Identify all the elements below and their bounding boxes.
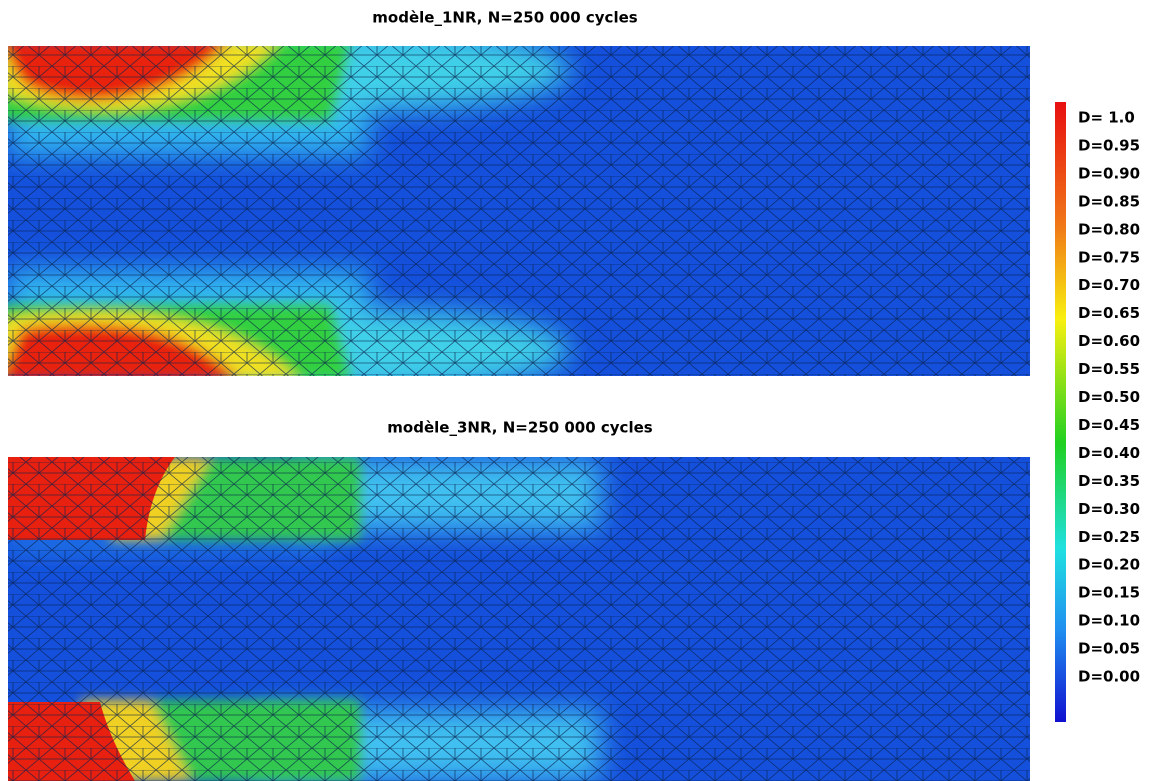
legend-label: D=0.55	[1078, 360, 1140, 378]
legend-label: D=0.00	[1078, 668, 1140, 686]
legend-label: D=0.15	[1078, 584, 1140, 602]
legend-label: D=0.90	[1078, 164, 1140, 182]
panel-title: modèle_1NR, N=250 000 cycles	[372, 9, 637, 27]
legend-label: D=0.70	[1078, 276, 1140, 294]
legend: D= 1.0 D=0.95 D=0.90 D=0.85 D=0.80 D=0.75 D=0.…	[1078, 109, 1140, 686]
legend-label: D=0.25	[1078, 528, 1140, 546]
legend-label: D=0.80	[1078, 220, 1140, 238]
legend-label: D=0.75	[1078, 248, 1140, 266]
contour-panel	[8, 457, 1030, 781]
legend-label: D=0.20	[1078, 556, 1140, 574]
legend-label: D=0.45	[1078, 416, 1140, 434]
legend-label: D=0.10	[1078, 612, 1140, 630]
legend-label: D=0.65	[1078, 304, 1140, 322]
colorbar	[1055, 102, 1066, 722]
legend-label: D=0.85	[1078, 192, 1140, 210]
legend-label: D=0.50	[1078, 388, 1140, 406]
contour-panel	[8, 46, 1030, 376]
legend-label: D=0.05	[1078, 640, 1140, 658]
legend-label: D= 1.0	[1078, 109, 1135, 127]
legend-label: D=0.35	[1078, 472, 1140, 490]
legend-label: D=0.60	[1078, 332, 1140, 350]
panel-title: modèle_3NR, N=250 000 cycles	[387, 419, 652, 437]
legend-label: D=0.95	[1078, 136, 1140, 154]
legend-label: D=0.30	[1078, 500, 1140, 518]
legend-label: D=0.40	[1078, 444, 1140, 462]
